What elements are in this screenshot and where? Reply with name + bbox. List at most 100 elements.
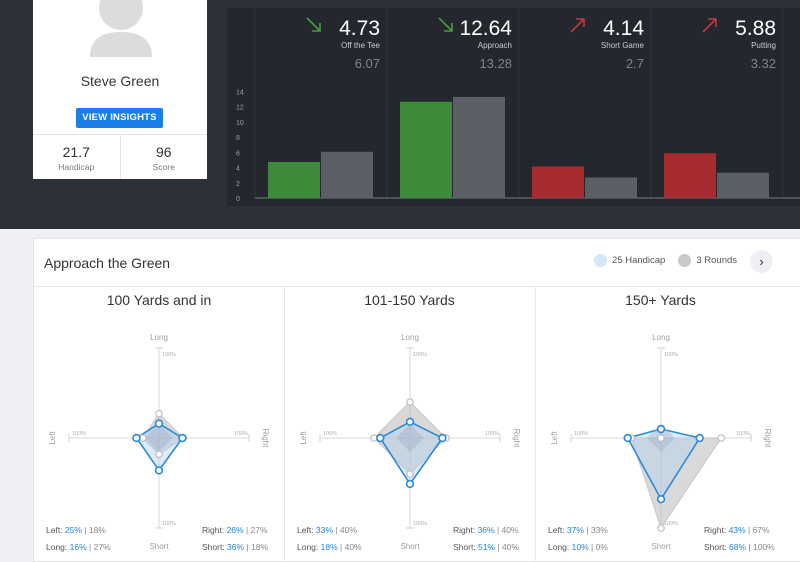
stat-bench-value: 100% (753, 542, 775, 552)
player-bar[interactable] (268, 161, 320, 198)
player-bar[interactable] (400, 101, 452, 198)
category-compare: 3.32 (751, 56, 776, 71)
benchmark-point[interactable] (406, 398, 414, 406)
y-tick-label: 2 (236, 181, 240, 188)
player-point[interactable] (656, 424, 666, 434)
radar-stat-block: Left: 33% | 40% (297, 523, 357, 538)
category-label: Short Game (601, 41, 645, 50)
radar-stat-block: Left: 37% | 33% (548, 523, 608, 538)
axis-label-short: Short (651, 542, 671, 551)
stat-left: Left: 25% | 18% (46, 523, 106, 538)
stat-separator: | (86, 542, 94, 552)
player-point[interactable] (695, 433, 704, 443)
radar-stat-block: Short: 36% | 18% (202, 540, 268, 555)
stat-separator: | (81, 525, 89, 535)
stat-separator: | (332, 525, 340, 535)
stat-short: Short: 51% | 40% (453, 540, 519, 555)
radar-stat-block: Long: 10% | 0% (548, 540, 608, 555)
comparison-bar[interactable] (321, 151, 373, 198)
player-point[interactable] (154, 419, 164, 428)
comparison-bar[interactable] (717, 172, 769, 198)
handicap-value: 21.7 (62, 144, 90, 160)
category-compare: 6.07 (355, 56, 380, 71)
stat-bench-value: 33% (590, 525, 608, 535)
player-bar[interactable] (664, 153, 716, 198)
player-point[interactable] (376, 433, 385, 443)
legend-label-handicap: 25 Handicap (612, 255, 666, 266)
player-point[interactable] (154, 466, 164, 475)
category-compare: 13.28 (479, 56, 512, 71)
axis-label-left: Left (299, 431, 308, 445)
stat-left: Left: 33% | 40% (297, 523, 357, 538)
view-insights-button[interactable]: VIEW INSIGHTS (76, 108, 163, 128)
stat-separator: | (495, 542, 502, 552)
player-bar[interactable] (532, 166, 584, 198)
stat-separator: | (243, 525, 251, 535)
axis-max-label: 100% (413, 521, 427, 527)
benchmark-point[interactable] (155, 409, 163, 418)
axis-label-long: Long (652, 333, 670, 342)
y-tick-label: 4 (236, 166, 240, 173)
radar-title: 100 Yards and in (106, 292, 212, 308)
stat-player-value: 10% (571, 542, 589, 552)
player-point[interactable] (656, 495, 666, 504)
stat-bench-value: 0% (595, 542, 608, 552)
stat-label: Right: (202, 525, 227, 535)
radar-stat-block: Right: 26% | 27% (202, 523, 268, 538)
panel-title: Approach the Green (44, 255, 171, 271)
benchmark-point[interactable] (717, 434, 726, 442)
stat-label: Short: (453, 542, 479, 552)
y-tick-label: 14 (236, 89, 244, 96)
axis-max-label: 100% (574, 431, 588, 437)
benchmark-point[interactable] (657, 434, 665, 442)
stat-label: Short: (704, 542, 730, 552)
radar-panel-100-in: 100 Yards and in Long Short Left Right 100% 1… (34, 287, 284, 562)
axis-label-long: Long (401, 333, 419, 342)
legend-dot-handicap-icon (594, 254, 607, 267)
comparison-bar[interactable] (453, 96, 505, 198)
axis-label-left: Left (550, 431, 559, 445)
radar-chart: Long Short Left Right 100% 100% 100% 100% (550, 333, 772, 551)
category-value: 5.88 (735, 17, 776, 40)
legend-item-rounds[interactable]: 3 Rounds (678, 254, 737, 267)
stat-player-value: 16% (69, 542, 87, 552)
player-name: Steve Green (80, 73, 160, 89)
top-band: Steve Green VIEW INSIGHTS 21.7 Handicap … (0, 0, 800, 229)
score-value: 96 (155, 144, 172, 160)
category-label: Putting (751, 41, 776, 50)
axis-label-short: Short (149, 542, 169, 551)
player-point[interactable] (132, 433, 141, 443)
stat-bench-value: 67% (752, 525, 770, 535)
stat-player-value: 36% (477, 525, 495, 535)
player-point[interactable] (178, 433, 187, 443)
benchmark-point[interactable] (406, 470, 414, 478)
player-point[interactable] (438, 433, 447, 443)
stat-label: Long: (297, 542, 321, 552)
stat-right: Right: 43% | 67% (704, 523, 770, 538)
trend-down-icon (438, 17, 453, 32)
axis-max-label: 100% (485, 431, 499, 437)
y-tick-label: 10 (236, 120, 244, 127)
axis-label-right: Right (512, 429, 521, 448)
player-point[interactable] (405, 479, 415, 489)
stat-player-value: 25% (64, 525, 82, 535)
axis-max-label: 100% (162, 521, 176, 527)
inner-diamond (396, 424, 424, 452)
player-point[interactable] (623, 433, 632, 443)
legend-label-rounds: 3 Rounds (696, 255, 738, 266)
legend-item-handicap[interactable]: 25 Handicap (594, 254, 665, 267)
axis-label-long: Long (150, 333, 168, 342)
stat-separator: | (583, 525, 591, 535)
category-compare: 2.7 (626, 56, 644, 71)
stat-player-value: 37% (566, 525, 584, 535)
comparison-bar[interactable] (585, 177, 637, 198)
player-point[interactable] (405, 417, 415, 427)
axis-max-label: 100% (323, 431, 337, 437)
benchmark-point[interactable] (155, 450, 163, 459)
stat-separator: | (746, 542, 753, 552)
stat-label: Right: (704, 525, 729, 535)
next-chevron-icon[interactable]: › (750, 250, 773, 273)
stat-right: Right: 26% | 27% (202, 523, 268, 538)
benchmark-point[interactable] (657, 524, 665, 532)
